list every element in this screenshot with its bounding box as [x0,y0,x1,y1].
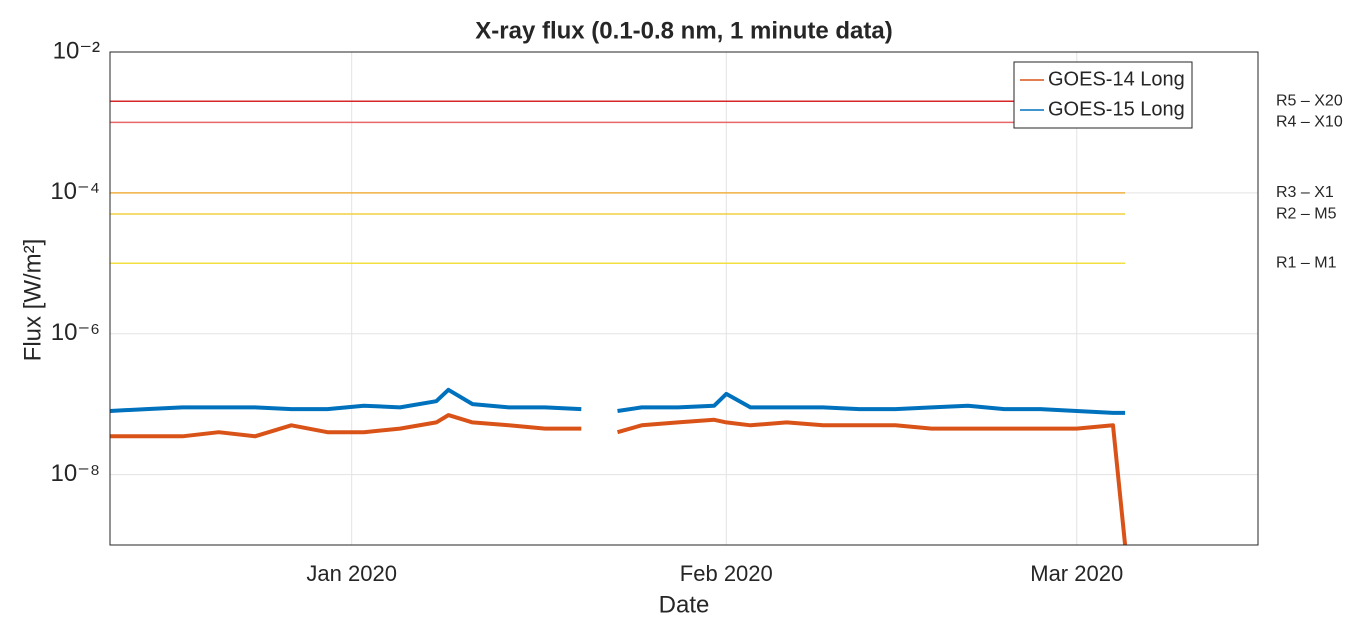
chart-title: X-ray flux (0.1-0.8 nm, 1 minute data) [475,17,892,44]
x-tick-label: Feb 2020 [680,561,773,586]
y-axis-label: Flux [W/m²] [19,239,46,362]
series-line [110,413,1128,546]
y-tick-label: 10⁻⁴ [50,178,100,205]
legend-box [1013,61,1193,129]
threshold-label: R2 – M5 [1276,205,1337,222]
threshold-label: R5 – X20 [1276,92,1343,109]
legend-label: GOES-15 Long [1048,98,1185,120]
threshold-label: R1 – M1 [1276,255,1337,272]
legend-label: GOES-14 Long [1048,68,1185,90]
y-tick-label: 10⁻² [53,37,100,64]
x-tick-label: Mar 2020 [1030,561,1123,586]
plot-frame [109,51,1259,546]
y-tick-label: 10⁻⁸ [51,460,101,487]
y-tick-label: 10⁻⁶ [51,319,100,346]
x-tick-label: Jan 2020 [306,561,397,586]
series-line [109,387,1126,415]
threshold-label: R4 – X10 [1276,114,1343,131]
x-axis-label: Date [659,591,710,618]
threshold-label: R3 – X1 [1276,184,1334,201]
